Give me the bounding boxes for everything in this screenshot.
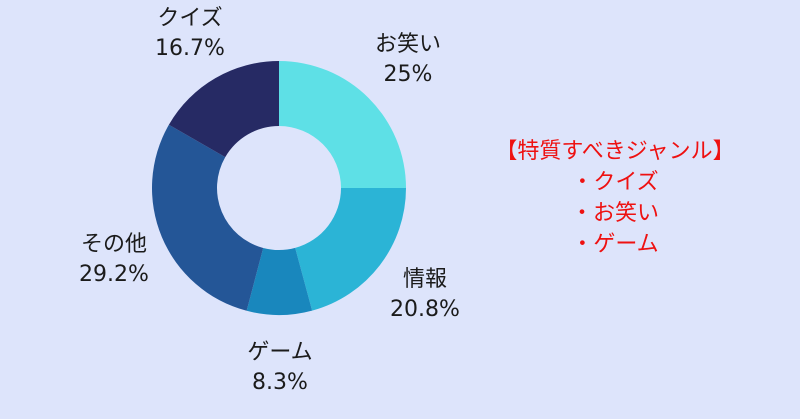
donut-slice [168, 61, 279, 158]
note-item: ・お笑い [570, 201, 659, 226]
donut-slice [246, 247, 313, 315]
slice-label-game: ゲーム 8.3% [230, 338, 330, 398]
note-heading: 【特質すべきジャンル】 [495, 139, 735, 164]
category-label: クイズ [157, 6, 223, 31]
category-label: 情報 [402, 267, 447, 292]
value-label: 8.3% [252, 370, 308, 395]
value-label: 25% [383, 62, 433, 87]
category-label: ゲーム [247, 340, 313, 365]
category-label: その他 [80, 232, 147, 257]
value-label: 29.2% [79, 262, 149, 287]
value-label: 20.8% [390, 297, 460, 322]
slice-label-jouhou: 情報 20.8% [380, 265, 470, 325]
category-label: お笑い [374, 32, 441, 57]
note-item: ・クイズ [571, 170, 659, 195]
notable-genres-note: 【特質すべきジャンル】 ・クイズ ・お笑い ・ゲーム [470, 136, 760, 260]
value-label: 16.7% [155, 36, 225, 61]
slice-label-sonota: その他 29.2% [64, 230, 164, 290]
slice-label-quiz: クイズ 16.7% [140, 4, 240, 64]
donut-slice [279, 61, 406, 188]
donut-slice [152, 124, 264, 311]
donut-slice [295, 188, 406, 311]
note-item: ・ゲーム [571, 232, 659, 257]
slice-label-owarai: お笑い 25% [368, 30, 448, 90]
